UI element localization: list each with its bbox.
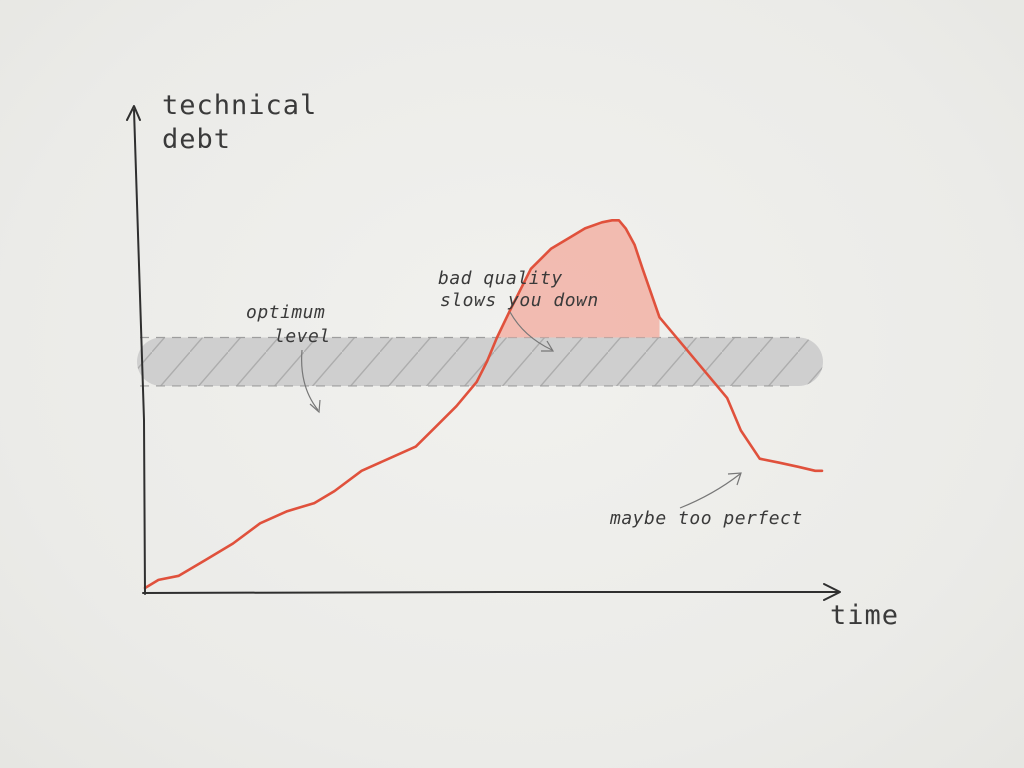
y-axis-label: technical [162, 90, 317, 121]
data-point [496, 336, 498, 339]
annotation-too-perfect: maybe too perfect [609, 508, 803, 529]
data-point [361, 470, 363, 472]
data-point [476, 381, 478, 383]
data-point [178, 575, 180, 577]
data-point [205, 559, 207, 561]
data-point [821, 470, 823, 472]
data-point [232, 542, 234, 545]
data-point [333, 490, 336, 492]
data-point [388, 458, 390, 460]
data-point [509, 308, 512, 310]
data-point [550, 248, 552, 250]
bad-quality-area [497, 220, 660, 338]
data-point [157, 579, 160, 581]
data-point [455, 405, 458, 407]
x-axis-line [142, 591, 839, 594]
data-point [415, 445, 417, 448]
technical-debt-line [143, 219, 824, 590]
annotation-bad-quality-line1: bad quality [438, 268, 563, 289]
annotation-bad-quality-line2: slows you down [440, 290, 599, 311]
bad-quality-arrow [509, 311, 553, 351]
x-axis-label: time [830, 600, 899, 631]
data-point [530, 268, 532, 270]
data-point [601, 221, 603, 223]
axes [126, 105, 841, 601]
data-point [658, 316, 661, 318]
y-axis-label: debt [162, 124, 231, 155]
data-point [313, 502, 315, 504]
bad-quality-arrowhead [541, 340, 555, 352]
y-axis-arrowhead [126, 105, 141, 121]
data-point [259, 522, 261, 524]
optimum-level-band [137, 336, 823, 387]
data-point [686, 349, 688, 351]
data-point [797, 466, 799, 468]
too-perfect-arrowhead [727, 472, 742, 486]
data-point [618, 219, 620, 221]
annotation-optimum-line1: optimum [246, 302, 325, 323]
data-point [486, 361, 488, 363]
data-point [633, 243, 636, 246]
too-perfect-arrow [679, 473, 741, 509]
optimum-arrowhead [309, 399, 321, 414]
annotation-arrows [301, 311, 742, 509]
data-point [740, 429, 742, 431]
annotation-optimum-line2: level [274, 326, 331, 347]
data-point [570, 235, 573, 238]
data-point [625, 227, 627, 229]
bad-quality-area-fill [497, 220, 660, 338]
data-point [435, 425, 437, 427]
data-point [778, 462, 780, 464]
data-point [584, 227, 586, 229]
data-point [611, 219, 613, 221]
data-point [726, 397, 728, 399]
data-point [286, 510, 288, 512]
optimum-arrow [301, 349, 319, 411]
series-layer [143, 219, 824, 590]
x-axis-arrowhead [823, 583, 841, 601]
y-axis-line [133, 109, 146, 595]
data-point [759, 458, 761, 460]
data-point [814, 470, 816, 472]
data-point [641, 268, 644, 270]
optimum-band-hatch [137, 337, 823, 386]
data-point [706, 373, 708, 375]
